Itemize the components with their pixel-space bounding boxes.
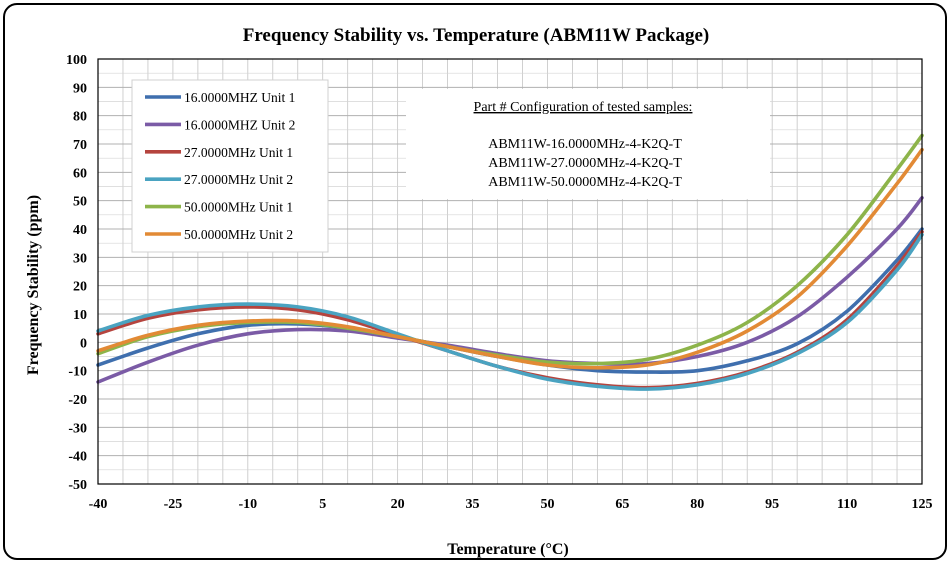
plot-area-border (97, 58, 923, 485)
x-tick-label: 5 (319, 497, 326, 512)
y-tick-label: 90 (73, 81, 87, 96)
y-tick-label: -30 (68, 421, 87, 436)
x-tick-label: -40 (89, 497, 108, 512)
legend-label-4: 27.0000MHz Unit 2 (184, 172, 293, 187)
legend-label-1: 16.0000MHZ Unit 1 (184, 90, 295, 105)
y-axis-title: Frequency Stability (ppm) (25, 195, 42, 375)
x-tick-label: 35 (466, 497, 480, 512)
y-tick-label: 50 (73, 195, 87, 210)
chart-title: Frequency Stability vs. Temperature (ABM… (243, 25, 710, 46)
note-box (406, 89, 770, 199)
y-tick-label: 20 (73, 280, 87, 295)
x-tick-label: 65 (615, 497, 629, 512)
x-tick-label: -25 (164, 497, 183, 512)
x-tick-label: 50 (540, 497, 554, 512)
legend-label-3: 27.0000MHz Unit 1 (184, 145, 293, 160)
note-heading: Part # Configuration of tested samples: (474, 100, 693, 115)
y-tick-label: 80 (73, 110, 87, 125)
series-line-4 (96, 232, 924, 391)
y-tick-label: 40 (73, 223, 87, 238)
note-line-1: ABM11W-16.0000MHz-4-K2Q-T (488, 137, 682, 152)
series-line-6 (96, 147, 924, 370)
note-line-2: ABM11W-27.0000MHz-4-K2Q-T (488, 156, 682, 171)
series-line-3 (96, 230, 924, 390)
x-tick-label: -10 (238, 497, 257, 512)
legend-label-5: 50.0000MHz Unit 1 (184, 200, 293, 215)
y-tick-label: -10 (68, 365, 87, 380)
y-tick-label: 60 (73, 166, 87, 181)
legend-label-2: 16.0000MHZ Unit 2 (184, 117, 295, 132)
note-line-3: ABM11W-50.0000MHz-4-K2Q-T (488, 175, 682, 190)
y-tick-label: 70 (73, 138, 87, 153)
y-tick-label: 100 (66, 53, 87, 68)
x-tick-label: 110 (837, 497, 857, 512)
series-lines (96, 133, 924, 391)
x-tick-label: 80 (690, 497, 704, 512)
x-tick-label: 95 (765, 497, 779, 512)
legend-box (131, 79, 329, 253)
y-tick-label: 0 (80, 336, 87, 351)
y-tick-label: 30 (73, 251, 87, 266)
x-tick-label: 125 (912, 497, 933, 512)
y-axis-ticks: -50 -40 -30 -20 -10 0 10 20 30 40 50 60 70 80 90 100 (66, 53, 87, 493)
x-axis-title: Temperature (°C) (447, 541, 568, 558)
y-tick-label: -50 (68, 478, 87, 493)
y-tick-label: -20 (68, 393, 87, 408)
legend-label-6: 50.0000MHz Unit 2 (184, 227, 293, 242)
sample-config-note: Part # Configuration of tested samples: … (406, 89, 770, 199)
y-tick-label: -40 (68, 450, 87, 465)
legend: 16.0000MHZ Unit 1 16.0000MHZ Unit 2 27.000… (131, 79, 329, 253)
x-axis-ticks: -40 -25 -10 5 20 35 50 65 80 95 110 125 (89, 497, 933, 512)
x-tick-label: 20 (391, 497, 405, 512)
y-tick-label: 10 (73, 308, 87, 323)
